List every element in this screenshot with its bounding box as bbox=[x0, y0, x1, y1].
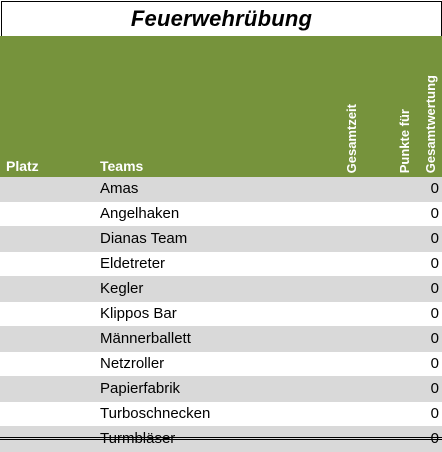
team-name-cell[interactable]: Netzroller bbox=[100, 355, 165, 372]
team-name-cell[interactable]: Turboschnecken bbox=[100, 405, 211, 422]
score-cell[interactable]: 0 bbox=[430, 330, 439, 347]
header-row: Platz Teams Gesamtzeit Punkte für Gesamt… bbox=[0, 36, 442, 177]
table-row[interactable]: Papierfabrik 0 bbox=[0, 377, 442, 402]
team-name-cell[interactable]: Amas bbox=[100, 180, 139, 197]
header-platz[interactable]: Platz bbox=[6, 158, 39, 174]
title-cell[interactable]: Feuerwehrübung bbox=[1, 1, 442, 37]
table-row[interactable]: Kegler 0 bbox=[0, 277, 442, 302]
team-name-cell[interactable]: Eldetreter bbox=[100, 255, 166, 272]
header-teams[interactable]: Teams bbox=[100, 158, 144, 174]
score-cell[interactable]: 0 bbox=[430, 255, 439, 272]
team-name-cell[interactable]: Kegler bbox=[100, 280, 144, 297]
team-rows: Amas 0 Angelhaken 0 Dianas Team 0 Eldetreter 0 K… bbox=[0, 177, 442, 452]
team-name-cell[interactable]: Männerballett bbox=[100, 330, 191, 347]
table-row[interactable]: Männerballett 0 bbox=[0, 327, 442, 352]
team-name-cell[interactable]: Angelhaken bbox=[100, 205, 180, 222]
table-row[interactable]: Angelhaken 0 bbox=[0, 202, 442, 227]
score-cell[interactable]: 0 bbox=[430, 380, 439, 397]
table-row[interactable]: Dianas Team 0 bbox=[0, 227, 442, 252]
team-name-cell[interactable]: Klippos Bar bbox=[100, 305, 177, 322]
table-row[interactable]: Amas 0 bbox=[0, 177, 442, 202]
table-row[interactable]: Netzroller 0 bbox=[0, 352, 442, 377]
score-cell[interactable]: 0 bbox=[430, 230, 439, 247]
score-cell[interactable]: 0 bbox=[430, 355, 439, 372]
header-gesamtwertung[interactable]: Gesamtwertung bbox=[423, 74, 438, 173]
sheet-title: Feuerwehrübung bbox=[130, 6, 313, 31]
score-cell[interactable]: 0 bbox=[430, 180, 439, 197]
table-row[interactable]: Klippos Bar 0 bbox=[0, 302, 442, 327]
score-cell[interactable]: 0 bbox=[430, 305, 439, 322]
score-cell[interactable]: 0 bbox=[430, 205, 439, 222]
score-cell[interactable]: 0 bbox=[430, 405, 439, 422]
table-row[interactable]: Turboschnecken 0 bbox=[0, 402, 442, 427]
team-name-cell[interactable]: Papierfabrik bbox=[100, 380, 181, 397]
team-name-cell[interactable]: Dianas Team bbox=[100, 230, 188, 247]
score-cell[interactable]: 0 bbox=[430, 280, 439, 297]
total-border bbox=[0, 437, 442, 440]
table-row[interactable]: Eldetreter 0 bbox=[0, 252, 442, 277]
header-gesamtzeit[interactable]: Gesamtzeit bbox=[344, 103, 359, 173]
header-punkte-fuer[interactable]: Punkte für bbox=[397, 108, 412, 173]
